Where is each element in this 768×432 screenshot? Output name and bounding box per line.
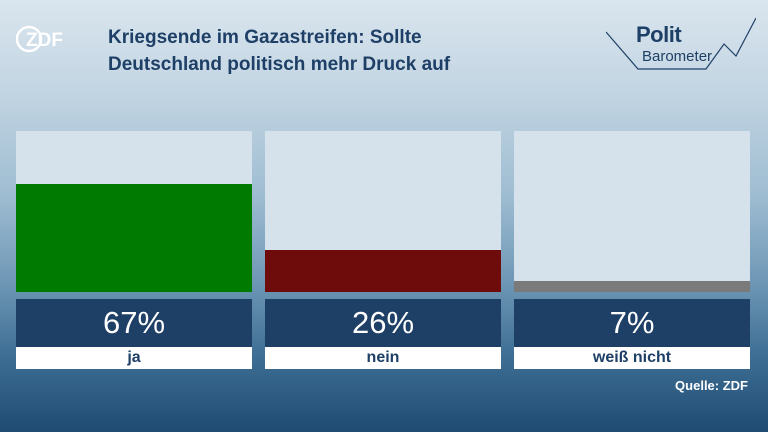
title-line-1: Kriegsende im Gazastreifen: Sollte [108,27,422,48]
chart-title: Kriegsende im Gazastreifen: Sollte Deuts… [108,24,588,78]
zdf-logo-text: ZDF [26,30,63,51]
brand-barometer: Barometer [642,48,713,65]
value-label-1: 26% [265,299,501,347]
bar-2 [514,281,750,292]
title-line-2: Deutschland politisch mehr Druck auf [108,54,451,75]
politbarometer-logo-graphic [606,17,756,70]
bar-1 [265,250,501,292]
category-label-0: ja [16,347,252,369]
zdf-logo: ZDF [16,25,63,53]
source-label: Quelle: ZDF [675,378,748,393]
bar-track-2 [514,131,750,292]
category-label-2: weiß nicht [514,347,750,369]
value-label-0: 67% [16,299,252,347]
brand-polit: Polit [636,22,682,47]
bar-track-0 [16,131,252,292]
category-label-1: nein [265,347,501,369]
bar-0 [16,184,252,292]
bar-track-1 [265,131,501,292]
value-label-2: 7% [514,299,750,347]
